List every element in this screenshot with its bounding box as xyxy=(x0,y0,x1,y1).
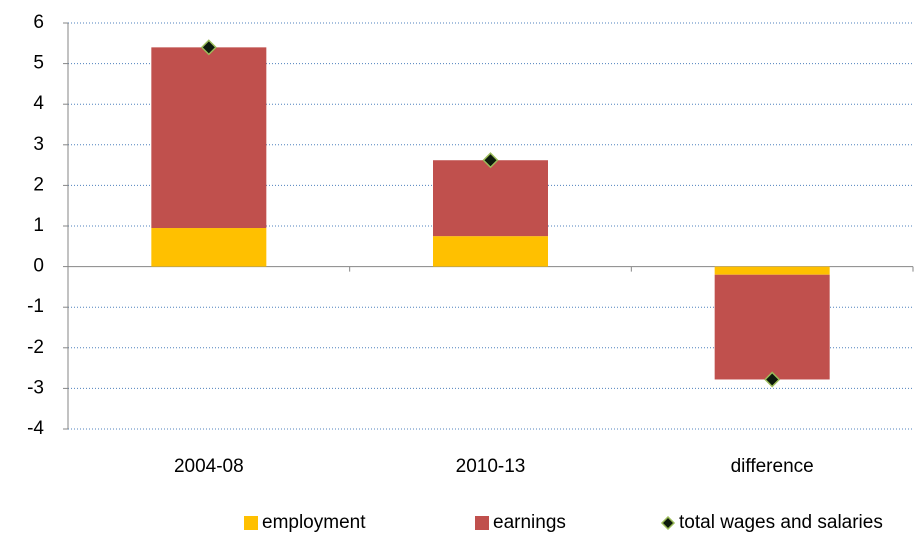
y-tick-label: 5 xyxy=(33,53,44,74)
legend-label: earnings xyxy=(493,512,566,533)
legend-swatch xyxy=(475,516,489,530)
legend-label: total wages and salaries xyxy=(679,512,883,533)
bar xyxy=(433,236,548,267)
y-tick-label: 1 xyxy=(33,215,44,236)
total-marker xyxy=(200,39,217,56)
bar xyxy=(151,228,267,267)
y-tick-label: -2 xyxy=(27,337,44,358)
bar xyxy=(433,160,548,237)
y-tick-label: 4 xyxy=(33,93,44,114)
total-marker xyxy=(482,152,499,169)
legend-label: employment xyxy=(262,512,366,533)
y-tick-label: 2 xyxy=(33,174,44,195)
legend-swatch xyxy=(660,515,676,531)
x-tick-label: 2010-13 xyxy=(456,456,526,477)
bar xyxy=(151,47,267,229)
x-tick-label: 2004-08 xyxy=(174,456,244,477)
y-tick-label: -3 xyxy=(27,377,44,398)
y-tick-label: -1 xyxy=(27,296,44,317)
x-tick-label: difference xyxy=(731,456,814,477)
total-marker xyxy=(764,371,781,388)
y-tick-label: -4 xyxy=(27,418,44,439)
bar xyxy=(714,266,830,275)
y-tick-label: 6 xyxy=(33,12,44,33)
y-tick-label: 3 xyxy=(33,134,44,155)
bar xyxy=(714,274,830,380)
legend-swatch xyxy=(244,516,258,530)
y-tick-label: 0 xyxy=(33,256,44,277)
